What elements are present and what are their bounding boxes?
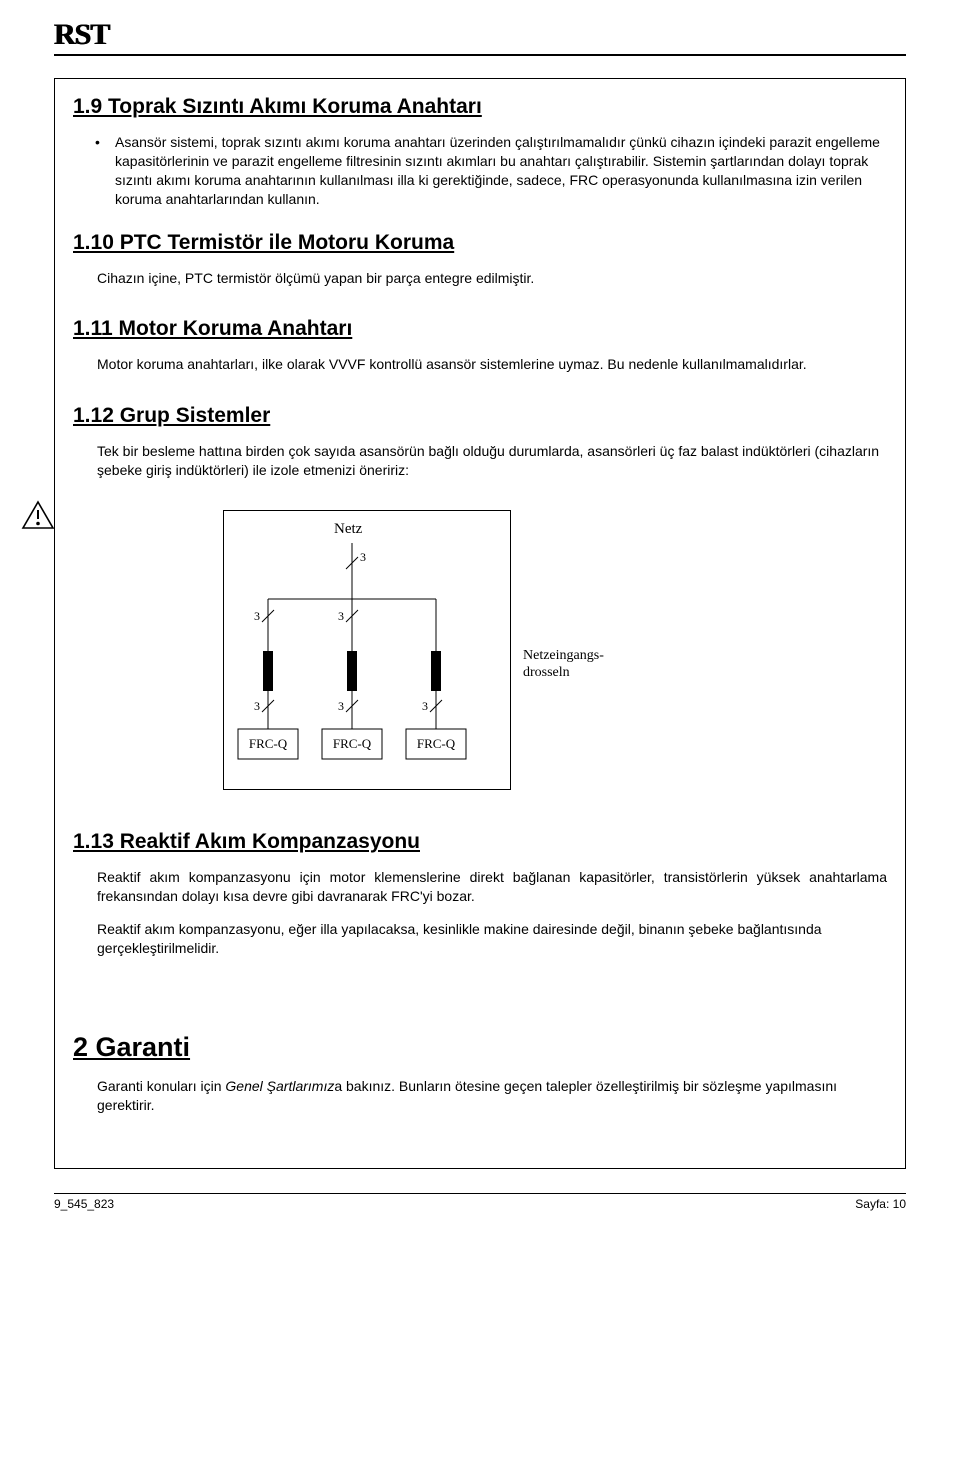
heading-1-9: 1.9 Toprak Sızıntı Akımı Koruma Anahtarı xyxy=(73,95,887,119)
footer-left: 9_545_823 xyxy=(54,1197,114,1211)
heading-1-12: 1.12 Grup Sistemler xyxy=(73,404,887,428)
heading-2: 2 Garanti xyxy=(73,1032,887,1063)
svg-text:3: 3 xyxy=(254,609,260,623)
top-rule xyxy=(54,54,906,56)
warning-icon xyxy=(21,500,55,530)
footer: 9_545_823 Sayfa: 10 xyxy=(54,1193,906,1211)
body-1-11: Motor koruma anahtarları, ilke olarak VV… xyxy=(73,355,887,374)
heading-1-11: 1.11 Motor Koruma Anahtarı xyxy=(73,317,887,341)
body-1-12: Tek bir besleme hattına birden çok sayıd… xyxy=(73,442,887,480)
svg-text:FRC-Q: FRC-Q xyxy=(417,736,456,751)
body-1-13-p2: Reaktif akım kompanzasyonu, eğer illa ya… xyxy=(73,920,887,958)
svg-text:3: 3 xyxy=(254,699,260,713)
svg-text:3: 3 xyxy=(338,699,344,713)
diagram-svg: 3 FRC-Q FRC-Q FRC-Q 3 3 3 3 3 xyxy=(224,511,512,791)
page: RST 1.9 Toprak Sızıntı Akımı Koruma Anah… xyxy=(0,0,960,1229)
body-2: Garanti konuları için Genel Şartlarımıza… xyxy=(73,1077,887,1115)
side-label-line2: drosseln xyxy=(523,665,570,680)
diagram-wrap: Netz 3FRC-QFRC-QFRC-Q33333 Netzeingangs-… xyxy=(73,510,887,800)
logo: RST xyxy=(54,18,906,52)
footer-right: Sayfa: 10 xyxy=(855,1197,906,1211)
content-frame: 1.9 Toprak Sızıntı Akımı Koruma Anahtarı… xyxy=(54,78,906,1169)
svg-text:3: 3 xyxy=(360,550,366,564)
body-1-10: Cihazın içine, PTC termistör ölçümü yapa… xyxy=(73,269,887,288)
side-label-line1: Netzeingangs- xyxy=(523,648,604,663)
side-label: Netzeingangs- drosseln xyxy=(523,648,604,682)
body-2-prefix: Garanti konuları için xyxy=(97,1078,225,1094)
body-1-13-p1: Reaktif akım kompanzasyonu için motor kl… xyxy=(73,868,887,906)
heading-1-10: 1.10 PTC Termistör ile Motoru Koruma xyxy=(73,231,887,255)
bullet-list-1-9: Asansör sistemi, toprak sızıntı akımı ko… xyxy=(73,133,887,209)
svg-text:FRC-Q: FRC-Q xyxy=(333,736,372,751)
svg-text:3: 3 xyxy=(338,609,344,623)
heading-1-13: 1.13 Reaktif Akım Kompanzasyonu xyxy=(73,830,887,854)
body-2-italic: Genel Şartlarımız xyxy=(225,1078,334,1094)
svg-text:3: 3 xyxy=(422,699,428,713)
diagram-box: Netz 3FRC-QFRC-QFRC-Q33333 xyxy=(223,510,511,790)
bullet-item: Asansör sistemi, toprak sızıntı akımı ko… xyxy=(115,133,887,209)
svg-text:FRC-Q: FRC-Q xyxy=(249,736,288,751)
